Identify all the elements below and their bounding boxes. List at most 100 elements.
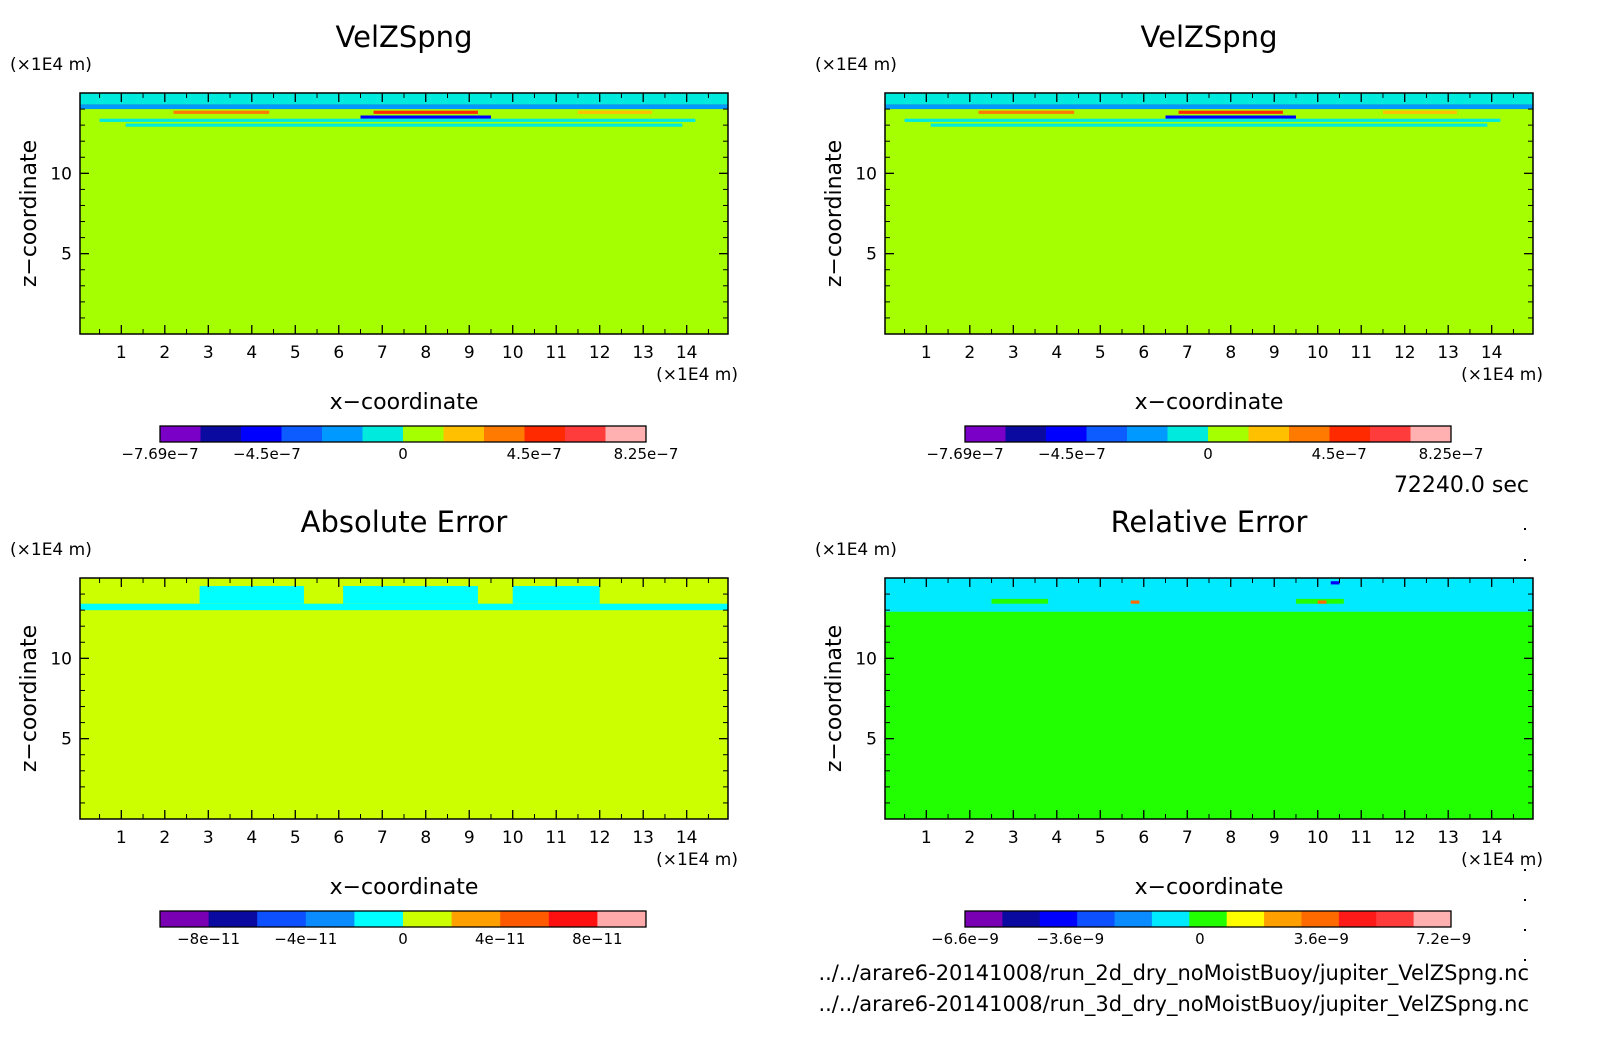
x-tick-label: 14 [1481,828,1503,848]
colorbar-tick-label: −7.69e−7 [121,445,198,463]
x-tick-label: 2 [964,828,975,848]
x-tick-label: 2 [964,343,975,363]
chart-panel: Relative Error(×1E4 m)1 2 3 4 5 6 7 8 9 10 11 12 13 1… [815,505,1543,948]
x-axis-label: x−coordinate [330,875,479,900]
contour-region [885,578,1533,612]
y-unit-label: (×1E4 m) [815,540,897,560]
x-tick-label: 2 [159,828,170,848]
colorbar-swatch [1086,426,1128,442]
contour-region [173,110,270,114]
colorbar-swatch [1248,426,1290,442]
colorbar-swatch [605,426,647,442]
x-tick-label: 6 [1138,343,1149,363]
y-tick-label: 5 [61,730,72,750]
x-tick-label: 13 [632,828,654,848]
x-tick-label: 5 [1095,828,1106,848]
x-tick-label: 4 [246,343,257,363]
colorbar-swatch [160,426,201,442]
colorbar-swatch [1338,911,1377,927]
y-tick-label: 5 [866,730,877,750]
colorbar-frame [964,910,1452,928]
colorbar-swatch [403,911,453,927]
contour-region [80,104,728,110]
y-unit-label: (×1E4 m) [10,540,92,560]
x-tick-label: 7 [1182,828,1193,848]
colorbar-tick-label: 8.25e−7 [614,445,679,463]
colorbar-swatch [1413,911,1452,927]
colorbar-tick-label: −7.69e−7 [926,445,1003,463]
y-tick-label: 10 [50,164,72,184]
x-tick-label: 6 [333,343,344,363]
colorbar-tick-label: 4.5e−7 [507,445,562,463]
x-tick-label: 4 [1051,828,1062,848]
margin-dots [1524,528,1526,961]
y-unit-label: (×1E4 m) [815,55,897,75]
colorbar-swatch [1046,426,1087,442]
colorbar-tick-label: 0 [398,930,408,948]
x-tick-label: 3 [203,343,214,363]
x-tick-label: 4 [1051,343,1062,363]
y-tick-label: 5 [866,245,877,265]
x-tick-label: 11 [1350,828,1372,848]
time-label: 72240.0 sec [1394,473,1529,498]
y-tick-label: 10 [855,649,877,669]
colorbar-swatch [200,426,242,442]
x-tick-label: 5 [290,343,301,363]
chart-panel: VelZSpng(×1E4 m)1 2 3 4 5 6 7 8 9 10 11 12 13 14510(×… [815,20,1543,463]
colorbar-swatch [597,911,647,927]
x-axis-label: x−coordinate [1135,875,1284,900]
contour-region [373,110,478,114]
x-tick-label: 12 [1394,828,1416,848]
colorbar-swatch [1114,911,1153,927]
contour-region [1382,110,1457,114]
colorbar-swatch [241,426,282,442]
plot-field [885,578,1533,819]
contour-region [343,586,478,604]
x-tick-label: 13 [1437,828,1459,848]
x-tick-label: 3 [1008,343,1019,363]
colorbar-swatch [1002,911,1041,927]
y-tick-label: 10 [855,164,877,184]
chart-title: Absolute Error [301,505,508,539]
x-tick-label: 4 [246,828,257,848]
y-axis-label: z−coordinate [17,140,42,287]
x-tick-label: 2 [159,343,170,363]
x-tick-label: 1 [116,343,127,363]
colorbar-frame [964,425,1452,443]
contour-region [80,603,728,611]
colorbar-tick-label: 7.2e−9 [1416,930,1471,948]
x-tick-label: 6 [1138,828,1149,848]
x-unit-label: (×1E4 m) [1461,365,1543,385]
colorbar-swatch [524,426,566,442]
colorbar-tick-label: 4e−11 [475,930,525,948]
colorbar-swatch [305,911,355,927]
contour-region [99,118,696,122]
x-tick-label: 9 [1269,343,1280,363]
x-tick-label: 10 [1307,828,1329,848]
chart-title: VelZSpng [336,20,473,54]
colorbar-swatch [1289,426,1330,442]
colorbar-swatch [354,911,404,927]
contour-region [577,110,652,114]
colorbar-frame [159,910,647,928]
colorbar-swatch [1151,911,1190,927]
x-tick-label: 13 [632,343,654,363]
colorbar-swatch [403,426,444,442]
x-tick-label: 9 [464,343,475,363]
contour-region [1165,115,1296,119]
colorbar-swatch [1376,911,1415,927]
x-tick-label: 6 [333,828,344,848]
x-tick-label: 11 [545,828,567,848]
colorbar-tick-label: −4.5e−7 [233,445,301,463]
contour-region [1178,110,1283,114]
y-tick-label: 10 [50,649,72,669]
x-tick-label: 14 [676,343,698,363]
footer-line-2: ../../arare6-20141008/run_3d_dry_noMoist… [818,992,1529,1017]
y-axis-label: z−coordinate [17,625,42,772]
contour-region [1330,581,1340,585]
x-tick-label: 1 [921,828,932,848]
colorbar-tick-label: −4.5e−7 [1038,445,1106,463]
x-tick-label: 9 [464,828,475,848]
contour-region [904,118,1501,122]
